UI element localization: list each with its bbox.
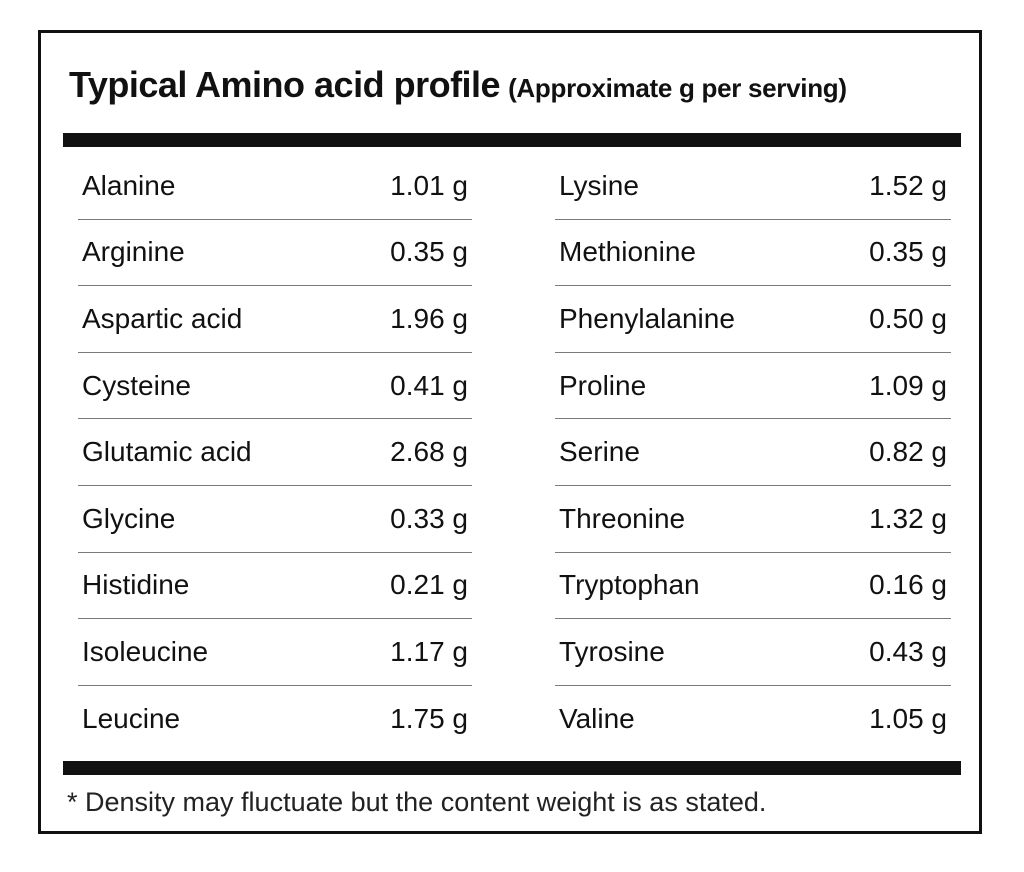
table-row: Isoleucine 1.17 g: [78, 619, 472, 686]
amino-acid-name: Tyrosine: [559, 635, 665, 667]
table-row: Glutamic acid 2.68 g: [78, 419, 472, 486]
amino-acid-name: Tryptophan: [559, 569, 700, 601]
left-column: Alanine 1.01 g Arginine 0.35 g Aspartic ac…: [78, 153, 472, 752]
amino-acid-value: 0.50 g: [869, 302, 947, 334]
amino-acid-name: Cysteine: [82, 369, 191, 401]
title-main: Typical Amino acid profile: [69, 64, 501, 105]
table-row: Tyrosine 0.43 g: [555, 619, 951, 686]
amino-acid-value: 1.09 g: [869, 369, 947, 401]
table-row: Alanine 1.01 g: [78, 153, 472, 220]
amino-acid-name: Histidine: [82, 569, 190, 601]
amino-acid-value: 1.52 g: [869, 169, 947, 201]
table-row: Arginine 0.35 g: [78, 220, 472, 287]
title-sub: (Approximate g per serving): [508, 73, 847, 103]
amino-acid-name: Proline: [559, 369, 647, 401]
amino-acid-name: Glutamic acid: [82, 436, 252, 468]
amino-acid-name: Glycine: [82, 502, 176, 534]
table-row: Valine 1.05 g: [555, 686, 951, 753]
amino-acid-value: 2.68 g: [390, 436, 468, 468]
table-row: Methionine 0.35 g: [555, 220, 951, 287]
amino-acid-name: Serine: [559, 436, 640, 468]
amino-acid-value: 1.17 g: [390, 635, 468, 667]
amino-acid-name: Leucine: [82, 703, 181, 735]
table-row: Cysteine 0.41 g: [78, 353, 472, 420]
table-row: Tryptophan 0.16 g: [555, 553, 951, 620]
footnote: * Density may fluctuate but the content …: [67, 787, 767, 817]
bottom-divider: [63, 761, 961, 775]
amino-acid-value: 0.82 g: [869, 436, 947, 468]
amino-acid-value: 0.33 g: [390, 502, 468, 534]
table-row: Proline 1.09 g: [555, 353, 951, 420]
amino-acid-value: 0.16 g: [869, 569, 947, 601]
table-row: Histidine 0.21 g: [78, 553, 472, 620]
amino-acid-name: Valine: [559, 703, 635, 735]
amino-acid-name: Threonine: [559, 502, 686, 534]
amino-acid-value: 0.35 g: [390, 236, 468, 268]
amino-acid-value: 0.21 g: [390, 569, 468, 601]
amino-acid-value: 0.41 g: [390, 369, 468, 401]
amino-acid-name: Lysine: [559, 169, 639, 201]
table-row: Aspartic acid 1.96 g: [78, 286, 472, 353]
amino-acid-profile-panel: Typical Amino acid profile (Approximate g…: [38, 30, 982, 834]
amino-acid-value: 1.75 g: [390, 703, 468, 735]
table-row: Glycine 0.33 g: [78, 486, 472, 553]
amino-acid-name: Phenylalanine: [559, 302, 735, 334]
amino-acid-value: 0.35 g: [869, 236, 947, 268]
right-column: Lysine 1.52 g Methionine 0.35 g Phenylalan…: [555, 153, 951, 752]
table-row: Lysine 1.52 g: [555, 153, 951, 220]
amino-acid-value: 1.96 g: [390, 302, 468, 334]
page-title: Typical Amino acid profile (Approximate g…: [69, 67, 847, 103]
amino-acid-value: 1.32 g: [869, 502, 947, 534]
amino-acid-value: 0.43 g: [869, 635, 947, 667]
table-row: Serine 0.82 g: [555, 419, 951, 486]
amino-acid-name: Methionine: [559, 236, 696, 268]
amino-acid-name: Aspartic acid: [82, 302, 243, 334]
amino-acid-name: Alanine: [82, 169, 176, 201]
top-divider: [63, 133, 961, 147]
amino-acid-value: 1.05 g: [869, 703, 947, 735]
table-row: Leucine 1.75 g: [78, 686, 472, 753]
table-row: Threonine 1.32 g: [555, 486, 951, 553]
amino-acid-value: 1.01 g: [390, 169, 468, 201]
amino-acid-name: Arginine: [82, 236, 185, 268]
table-row: Phenylalanine 0.50 g: [555, 286, 951, 353]
amino-acid-name: Isoleucine: [82, 635, 209, 667]
